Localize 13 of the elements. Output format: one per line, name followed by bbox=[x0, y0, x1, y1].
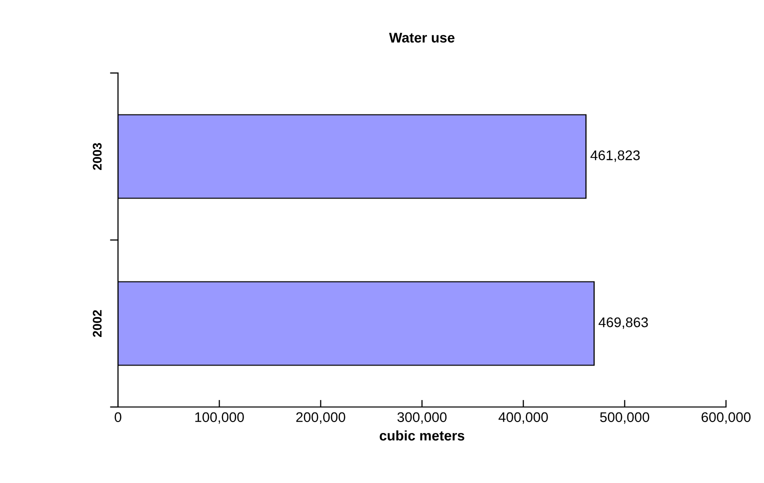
x-tick-label: 200,000 bbox=[296, 412, 346, 424]
data-label: 469,863 bbox=[598, 317, 648, 329]
y-tick-label: 2002 bbox=[92, 310, 102, 337]
x-tick-label: 600,000 bbox=[702, 412, 751, 424]
x-tick-label: 0 bbox=[114, 412, 122, 422]
x-tick-label: 300,000 bbox=[397, 412, 447, 424]
chart-title: Water use bbox=[389, 32, 454, 43]
x-tick-label: 100,000 bbox=[195, 412, 244, 424]
x-tick-label: 500,000 bbox=[600, 412, 650, 424]
data-label: 461,823 bbox=[590, 150, 640, 162]
x-axis-title: cubic meters bbox=[380, 430, 464, 441]
y-tick-label: 2003 bbox=[92, 143, 102, 170]
x-tick-label: 400,000 bbox=[498, 412, 548, 424]
